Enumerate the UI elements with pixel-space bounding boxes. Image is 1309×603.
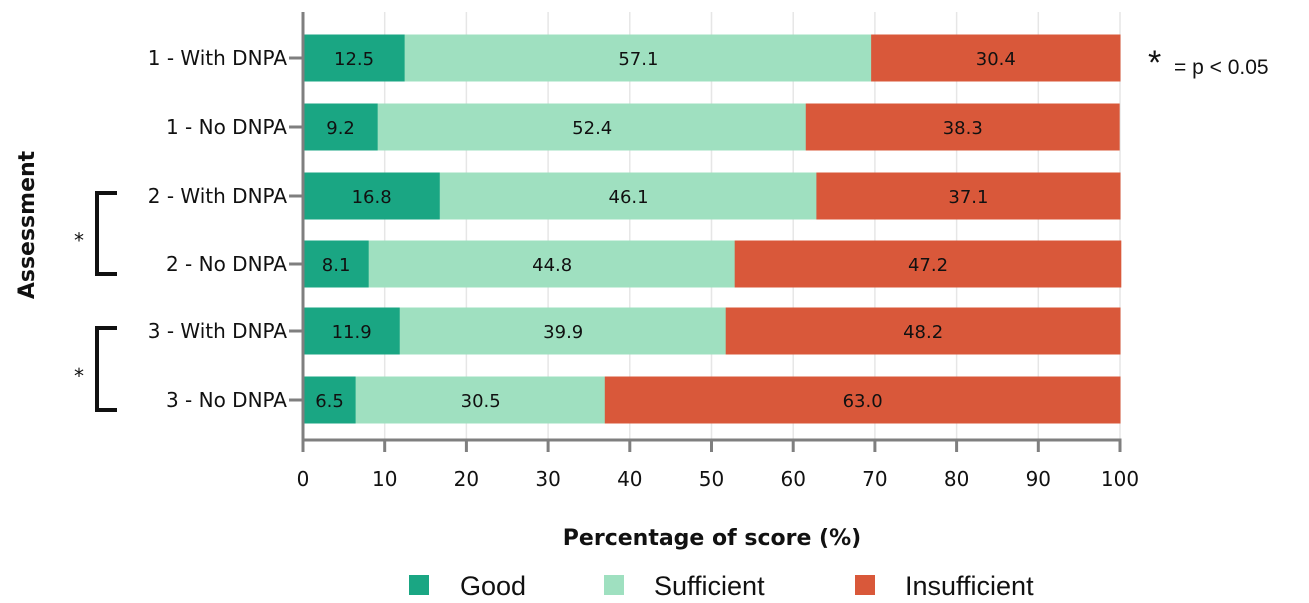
significance-note-text: = p < 0.05 [1174,56,1269,79]
bar-segment [439,172,818,220]
y-tick-label: 3 - With DNPA [148,319,288,343]
data-label: 30.4 [976,49,1016,70]
bar-segment [734,240,1122,288]
x-tick-label: 30 [535,467,560,491]
data-label: 44.8 [532,255,572,276]
x-tick-label: 20 [454,467,479,491]
gridlines [383,12,1121,440]
data-label: 63.0 [843,391,883,412]
data-label: 57.1 [618,49,658,70]
bar-segment [725,307,1121,355]
legend: Good Sufficient Insufficient [409,571,1034,601]
bar-segment [805,103,1120,151]
legend-swatch [855,575,875,595]
bar-segment [399,307,727,355]
legend-label: Good [460,571,526,601]
data-label: 37.1 [948,187,988,208]
x-tick-label: 80 [944,467,969,491]
data-label: 48.2 [903,322,943,343]
x-tick-label: 90 [1026,467,1051,491]
x-tick-label: 40 [617,467,642,491]
significance-bracket [95,326,117,412]
bars: 12.5 57.1 30.4 9.2 52.4 38.3 16.8 46.1 37.1 8.1 44… [302,34,1122,424]
significance-brackets: ** [74,191,117,412]
bar-segment [404,34,873,82]
data-label: 16.8 [352,187,392,208]
y-tick-label: 2 - With DNPA [148,184,288,208]
significance-note-star: * [1148,44,1161,82]
bar-segment [377,103,807,151]
data-label: 8.1 [322,255,351,276]
data-label: 9.2 [326,118,355,139]
data-label: 46.1 [609,187,649,208]
legend-label: Insufficient [905,571,1034,601]
bar-segment [302,240,370,288]
axes: 0 10 20 30 40 50 60 70 80 90 100 1 - With DNPA 1 - N… [148,12,1139,491]
legend-swatch [604,575,624,595]
data-label: 6.5 [315,391,344,412]
bar-segment [302,103,379,151]
data-label: 12.5 [334,49,374,70]
y-tick-label: 1 - With DNPA [148,46,288,70]
y-axis-title: Assessment [15,150,40,299]
data-label: 30.5 [461,391,501,412]
bar-segment [368,240,736,288]
data-label: 39.9 [543,322,583,343]
legend-label: Sufficient [654,571,765,601]
bar-segment [302,307,401,355]
data-label: 52.4 [572,118,612,139]
x-tick-label: 50 [699,467,724,491]
x-axis-title: Percentage of score (%) [563,526,861,551]
y-tick-label: 3 - No DNPA [166,388,287,412]
x-tick-label: 10 [372,467,397,491]
y-tick-label: 2 - No DNPA [166,252,287,276]
bar-segment [604,376,1121,424]
x-tick-label: 60 [780,467,805,491]
data-label: 11.9 [332,322,372,343]
x-tick-label: 100 [1101,467,1139,491]
bar-segment [816,172,1121,220]
x-tick-label: 70 [862,467,887,491]
y-tick-label: 1 - No DNPA [166,115,287,139]
significance-bracket [95,191,117,276]
significance-star: * [74,229,84,253]
data-label: 38.3 [943,118,983,139]
significance-star: * [74,364,84,388]
bar-segment [871,34,1121,82]
x-tick-label: 0 [297,467,310,491]
legend-swatch [409,575,429,595]
data-label: 47.2 [908,255,948,276]
